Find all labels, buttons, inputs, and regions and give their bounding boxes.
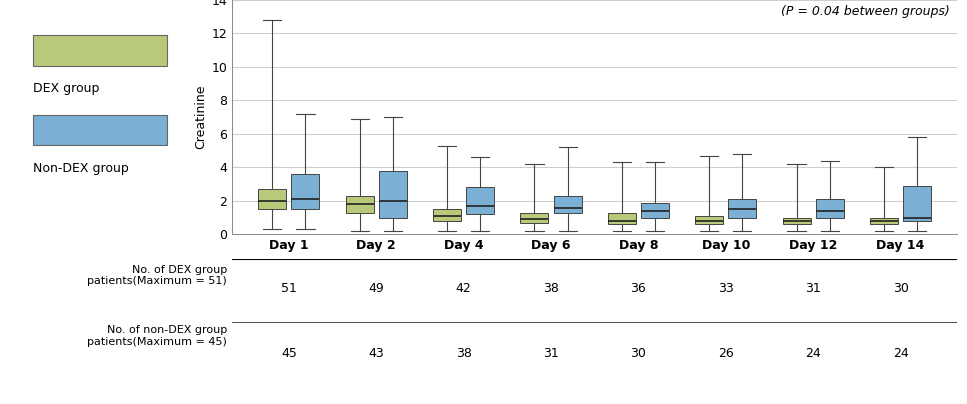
- Text: 30: 30: [893, 282, 908, 295]
- Bar: [695, 216, 723, 224]
- Text: No. of DEX group
patients(Maximum = 51): No. of DEX group patients(Maximum = 51): [87, 265, 227, 286]
- Text: 30: 30: [630, 347, 646, 360]
- Text: 33: 33: [718, 282, 734, 295]
- Text: 31: 31: [543, 347, 559, 360]
- Text: 42: 42: [455, 282, 472, 295]
- Bar: [433, 209, 461, 221]
- FancyBboxPatch shape: [33, 115, 167, 145]
- Y-axis label: Creatinine: Creatinine: [194, 85, 207, 149]
- Text: 24: 24: [893, 347, 908, 360]
- Text: (P = 0.04 between groups): (P = 0.04 between groups): [781, 5, 950, 18]
- Text: 36: 36: [630, 282, 646, 295]
- Text: 51: 51: [281, 282, 297, 295]
- Bar: [641, 202, 669, 218]
- Text: 49: 49: [368, 282, 384, 295]
- Bar: [258, 189, 286, 209]
- Text: 43: 43: [368, 347, 384, 360]
- Bar: [291, 174, 319, 209]
- Text: 31: 31: [806, 282, 821, 295]
- Bar: [520, 213, 548, 223]
- Bar: [782, 218, 810, 224]
- Text: 38: 38: [455, 347, 472, 360]
- Bar: [345, 196, 373, 213]
- Bar: [816, 199, 844, 218]
- Bar: [903, 186, 931, 221]
- Text: Non-DEX group: Non-DEX group: [33, 162, 130, 175]
- Text: 45: 45: [281, 347, 297, 360]
- Bar: [870, 218, 898, 224]
- Bar: [554, 196, 581, 213]
- Text: 38: 38: [543, 282, 559, 295]
- Bar: [608, 213, 635, 224]
- Text: 26: 26: [718, 347, 734, 360]
- Text: DEX group: DEX group: [33, 82, 100, 95]
- Bar: [379, 171, 407, 218]
- Bar: [728, 199, 756, 218]
- Bar: [466, 187, 494, 214]
- Text: 24: 24: [806, 347, 821, 360]
- Text: No. of non-DEX group
patients(Maximum = 45): No. of non-DEX group patients(Maximum = …: [87, 325, 227, 347]
- FancyBboxPatch shape: [33, 35, 167, 65]
